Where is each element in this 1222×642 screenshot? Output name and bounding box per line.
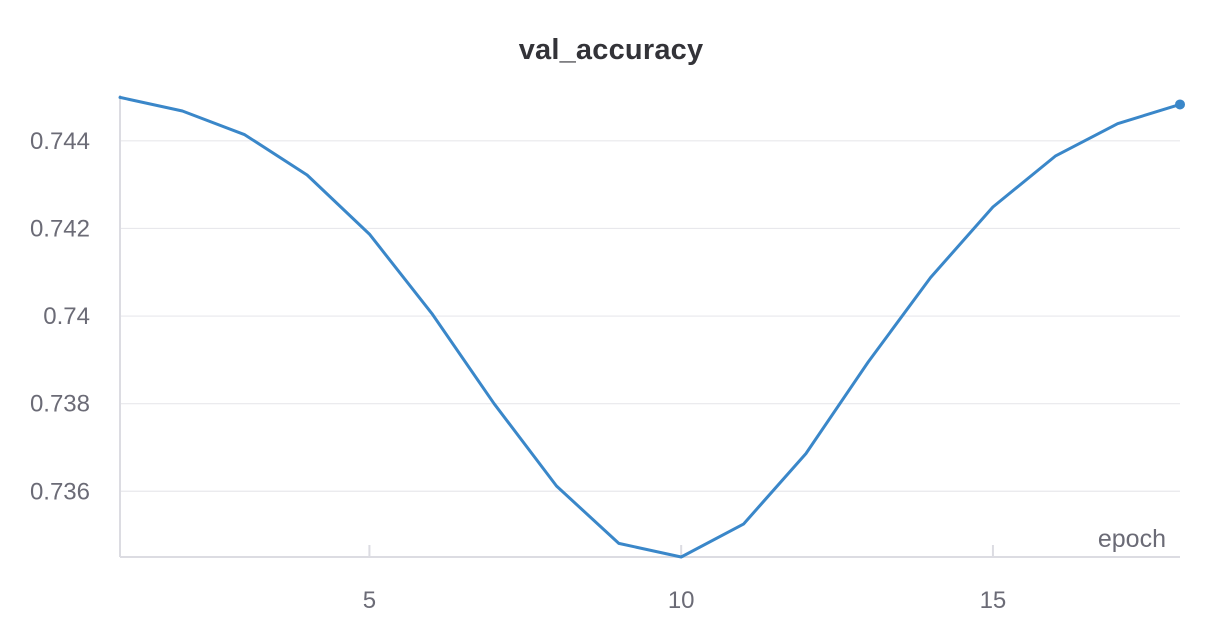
x-tick-label: 5: [363, 587, 376, 614]
series-layer: [118, 95, 1185, 559]
x-tick-label: 15: [980, 587, 1007, 614]
y-tick-label: 0.742: [30, 215, 90, 242]
x-axis-label: epoch: [1098, 525, 1166, 553]
series-line: [118, 95, 1182, 559]
y-tick-label: 0.738: [30, 391, 90, 418]
x-tick-label: 10: [668, 587, 695, 614]
grid-lines: [120, 140, 1180, 492]
y-tick-label: 0.744: [30, 128, 90, 155]
axes: [119, 95, 1180, 558]
chart-title: val_accuracy: [518, 34, 704, 66]
y-tick-label: 0.736: [30, 478, 90, 505]
tick-labels: 0.736 0.738 0.74 0.742 0.744 5 10 15: [30, 128, 1006, 614]
last-point-marker: [1175, 99, 1185, 110]
y-tick-label: 0.74: [43, 303, 90, 330]
